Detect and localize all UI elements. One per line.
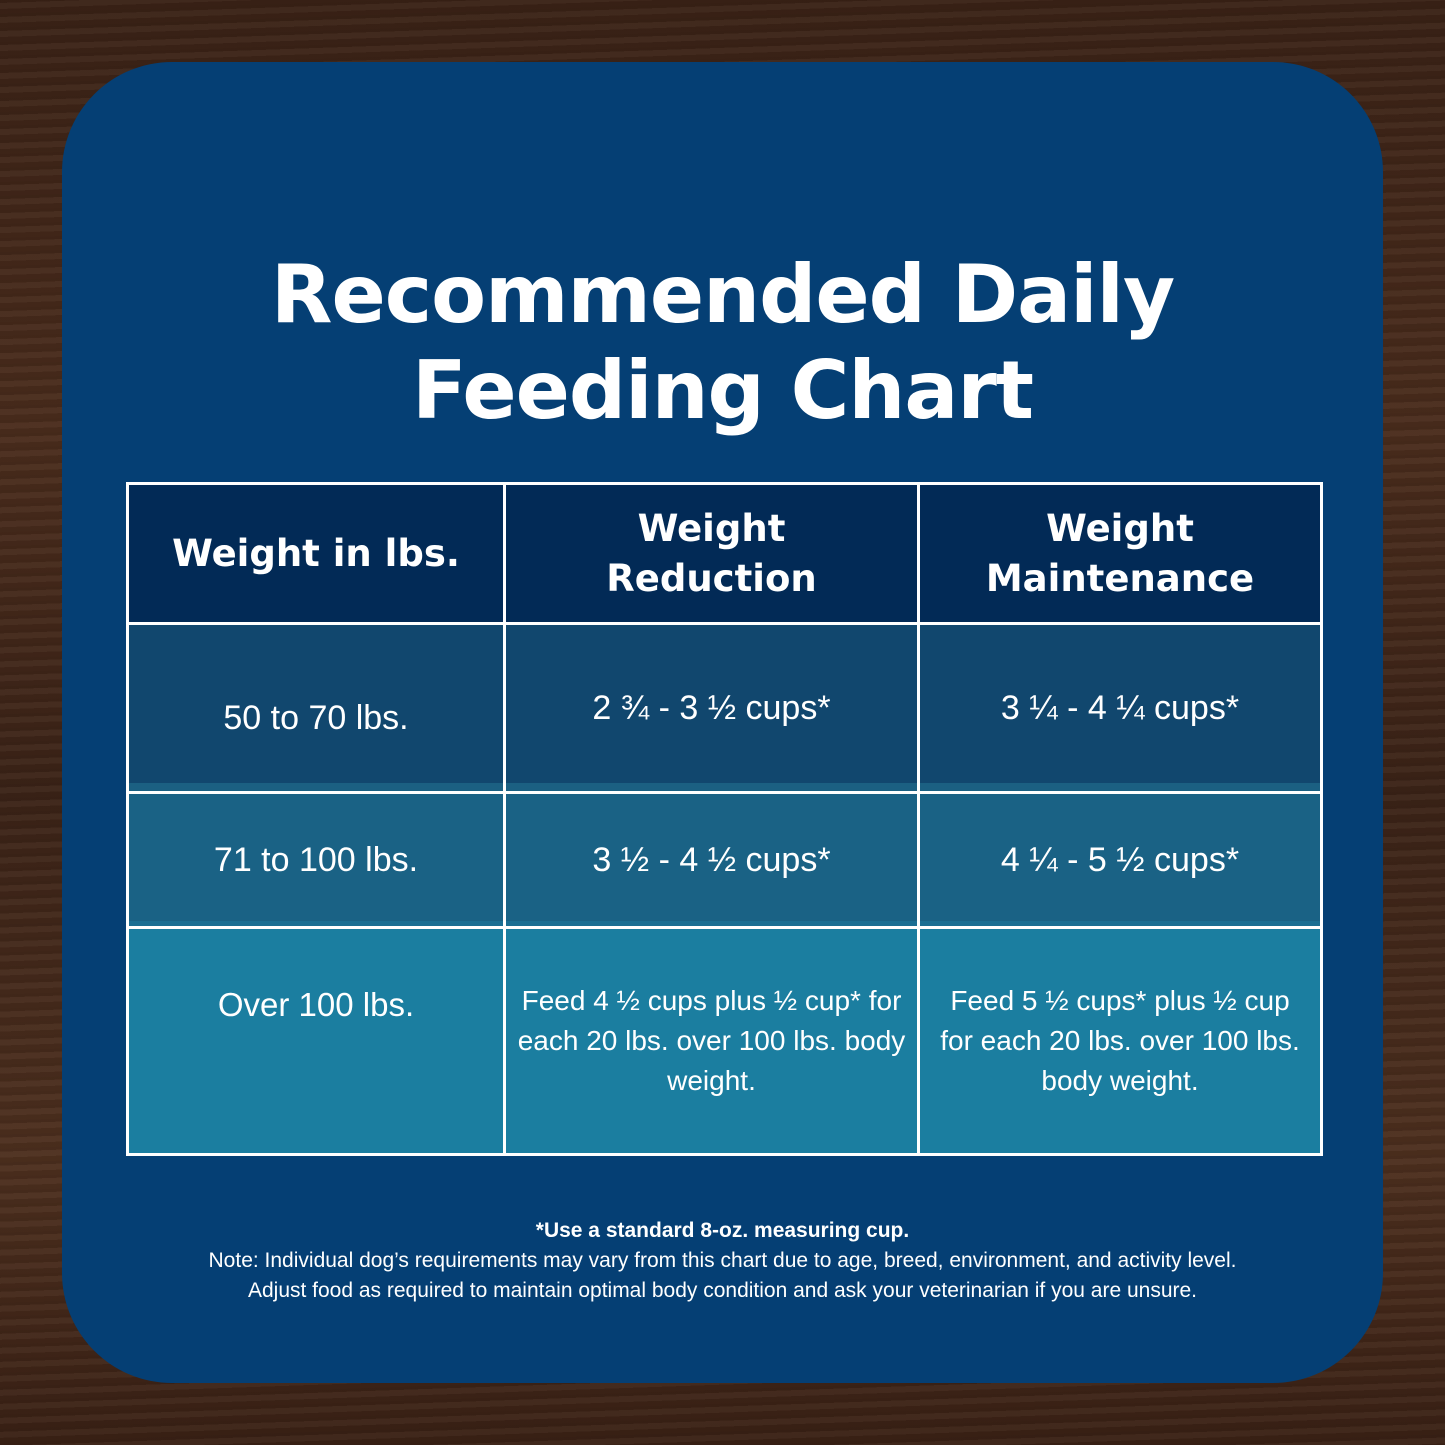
title-line-1: Recommended Daily (270, 248, 1175, 341)
disclaimer-line-2: Adjust food as required to maintain opti… (247, 1279, 1198, 1302)
header-line: Reduction (606, 556, 817, 600)
cell-maintenance: 4 ¼ - 5 ½ cups* (917, 791, 1323, 929)
header-line: Weight (1046, 506, 1194, 550)
header-weight: Weight in lbs. (126, 482, 506, 625)
header-line: Weight (637, 506, 786, 550)
title-line-2: Feeding Chart (411, 344, 1034, 437)
table-row: Over 100 lbs. Feed 4 ½ cups plus ½ cup* … (126, 926, 1323, 1156)
cell-weight: 71 to 100 lbs. (126, 791, 506, 929)
header-weight-maintenance: Weight Maintenance (917, 482, 1323, 625)
cell-weight: 50 to 70 lbs. (126, 622, 506, 794)
measuring-cup-note: *Use a standard 8-oz. measuring cup. (535, 1219, 910, 1242)
table-header-row: Weight in lbs. Weight Reduction Weight M… (126, 482, 1323, 625)
page-title: Recommended Daily Feeding Chart (62, 247, 1383, 439)
feeding-table: Weight in lbs. Weight Reduction Weight M… (126, 482, 1323, 1156)
header-line: Maintenance (985, 556, 1255, 600)
table-row: 71 to 100 lbs. 3 ½ - 4 ½ cups* 4 ¼ - 5 ½… (126, 791, 1323, 929)
cell-reduction: 3 ½ - 4 ½ cups* (503, 791, 920, 929)
table-row: 50 to 70 lbs. 2 ¾ - 3 ½ cups* 3 ¼ - 4 ¼ … (126, 622, 1323, 794)
cell-reduction: Feed 4 ½ cups plus ½ cup* for each 20 lb… (503, 926, 920, 1156)
footnotes: *Use a standard 8-oz. measuring cup. Not… (0, 1216, 1445, 1306)
header-weight-reduction: Weight Reduction (503, 482, 920, 625)
cell-reduction: 2 ¾ - 3 ½ cups* (503, 622, 920, 794)
cell-maintenance: 3 ¼ - 4 ¼ cups* (917, 622, 1323, 794)
cell-maintenance: Feed 5 ½ cups* plus ½ cup for each 20 lb… (917, 926, 1323, 1156)
cell-weight: Over 100 lbs. (126, 926, 506, 1156)
disclaimer-line-1: Note: Individual dog’s requirements may … (208, 1249, 1237, 1272)
